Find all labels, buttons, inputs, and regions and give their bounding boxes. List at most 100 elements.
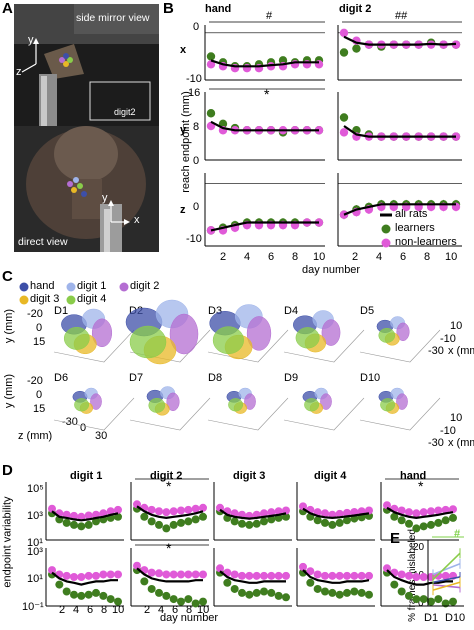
non-learners-point (383, 501, 391, 510)
non-learners-point (339, 210, 349, 219)
learners-point (184, 517, 193, 526)
learners-point (77, 591, 86, 600)
c-row1-cluster (295, 327, 320, 349)
non-learners-point (350, 571, 359, 580)
d-sig-top-hand: * (418, 478, 424, 494)
c-3d-axes (207, 397, 289, 431)
c-ytick2-2: 15 (33, 403, 46, 415)
learners-point (412, 595, 421, 604)
c-row1-cluster (91, 318, 113, 348)
learners-point (252, 588, 261, 597)
non-learners-point (114, 505, 122, 514)
non-learners-point (321, 571, 329, 580)
non-learners-point (48, 504, 56, 513)
learners-point (177, 518, 185, 527)
non-learners-point (162, 570, 171, 579)
d-title-digit3: digit 3 (233, 470, 266, 482)
learners-point (191, 515, 200, 524)
c-3d-axes (359, 397, 441, 431)
all-rats-line (210, 221, 319, 232)
b-xtick-2: 6 (268, 251, 275, 263)
non-learners-point (252, 571, 261, 580)
learners-point (313, 516, 322, 525)
non-learners-point (84, 571, 93, 580)
d-ytick-bot-2: 10⁻¹ (22, 601, 44, 613)
all-rats-line (51, 510, 119, 522)
all-rats-line (210, 59, 319, 68)
b-ytick-y-2: 0 (193, 155, 200, 167)
all-rats-line (219, 508, 287, 520)
learners-point (260, 587, 268, 596)
c-ytick1-1: 0 (36, 322, 43, 334)
c-legend-digit3: digit 3 (30, 293, 60, 305)
c-ytick1-0: -20 (27, 308, 43, 320)
c-3d-axes (53, 329, 135, 363)
c-xlabel-1: x (mm) (448, 345, 474, 357)
non-learners-point (383, 564, 391, 573)
non-learners-point (405, 571, 413, 580)
c-row2-cluster (396, 393, 408, 410)
non-learners-point (133, 561, 141, 570)
non-learners-point (191, 570, 200, 579)
learners-point (99, 591, 108, 600)
non-learners-point (177, 506, 185, 515)
learners-point (114, 597, 122, 606)
learners-point (140, 577, 149, 586)
learners-point (245, 520, 254, 529)
c-ytick1-2: 15 (33, 336, 46, 348)
c-ztick-2: 30 (95, 430, 108, 442)
non-learners-point (328, 571, 337, 580)
all-rats-line (210, 120, 319, 132)
c-xtick2-2: -30 (428, 437, 444, 449)
learners-point (449, 513, 457, 522)
learners-point (238, 519, 246, 528)
non-learners-point (449, 505, 457, 514)
learners-point (306, 578, 315, 587)
non-learners-point (177, 570, 185, 579)
b-col-title-hand: hand (205, 3, 232, 15)
direct-axis-x: x (134, 214, 140, 226)
legend-non-learners: non-learners (395, 236, 457, 248)
legend-non-learners-swatch (381, 238, 391, 248)
non-learners-point (267, 571, 276, 580)
non-learners-point (70, 573, 78, 581)
learners-point (77, 522, 86, 531)
learners-point (70, 520, 78, 529)
e-sig: # (454, 528, 461, 540)
non-learners-point (434, 506, 443, 515)
photo-axes (21, 38, 130, 225)
d-title-digit4: digit 4 (314, 470, 347, 482)
non-learners-point (99, 570, 108, 579)
non-learners-point (343, 571, 351, 580)
panel-e-letter: E (390, 530, 401, 547)
digit2-label: digit2 (114, 107, 136, 117)
non-learners-point (335, 509, 344, 518)
b2-xtick-2: 6 (400, 251, 407, 263)
learners-point (328, 520, 337, 529)
non-learners-point (339, 28, 349, 38)
non-learners-point (92, 571, 100, 580)
d2-xtick-3: 8 (186, 604, 193, 616)
learners-point (419, 522, 428, 531)
non-learners-point (405, 508, 413, 517)
non-learners-point (147, 568, 156, 577)
c-row1-cluster (321, 319, 341, 346)
b-ytick-y-1: 8 (193, 121, 200, 133)
b-row-z: z (180, 204, 186, 216)
learners-point (92, 588, 100, 597)
all-rats-line (136, 505, 204, 520)
learners-point (397, 516, 406, 525)
learners-point (278, 56, 288, 65)
b-col-title-digit2: digit 2 (339, 3, 372, 15)
learners-point (449, 597, 457, 606)
learners-point (184, 595, 193, 604)
learners-point (328, 588, 337, 597)
b-sig-x-hand: # (266, 10, 273, 22)
learners-point (335, 518, 344, 527)
c-ztick-1: 0 (80, 422, 87, 434)
b-ytick-x-1: -10 (186, 73, 202, 85)
learners-point (206, 52, 216, 61)
learners-point (155, 520, 163, 529)
c-xtick2-0: 10 (450, 412, 463, 424)
learners-point (84, 590, 93, 599)
